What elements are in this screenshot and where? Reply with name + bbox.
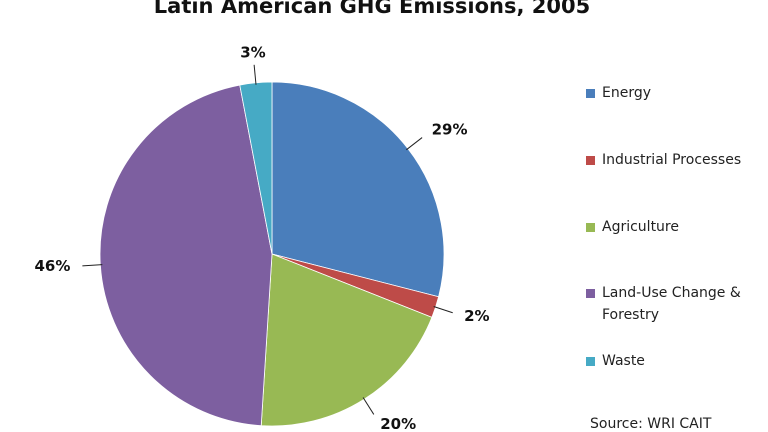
legend-label: Industrial Processes bbox=[602, 152, 742, 168]
legend-entry: Land-Use Change & Forestry bbox=[586, 282, 766, 326]
legend-label: Waste bbox=[602, 353, 645, 369]
pie-slice bbox=[99, 84, 273, 427]
legend-label: Land-Use Change & Forestry bbox=[602, 285, 741, 323]
leader-line bbox=[253, 64, 257, 85]
legend-swatch bbox=[586, 223, 595, 232]
legend-entry: Industrial Processes bbox=[586, 149, 766, 171]
legend-entry: Agriculture bbox=[586, 216, 766, 238]
value-label: 3% bbox=[240, 43, 265, 61]
legend-label: Energy bbox=[602, 85, 652, 101]
legend-label: Agriculture bbox=[602, 219, 679, 235]
chart-title: Latin American GHG Emissions, 2005 bbox=[154, 0, 590, 18]
legend-entry: Energy bbox=[586, 82, 766, 104]
leader-line bbox=[82, 264, 103, 267]
source-note: Source: WRI CAIT bbox=[590, 416, 712, 432]
legend-entry: Waste bbox=[586, 350, 766, 372]
value-label: 20% bbox=[380, 415, 416, 432]
value-label: 29% bbox=[432, 121, 468, 139]
legend-swatch bbox=[586, 357, 595, 366]
legend-swatch bbox=[586, 89, 595, 98]
value-label: 2% bbox=[464, 307, 489, 325]
legend-swatch bbox=[586, 289, 595, 298]
value-label: 46% bbox=[34, 257, 70, 275]
leader-line bbox=[406, 137, 423, 151]
leader-line bbox=[433, 306, 453, 314]
legend-swatch bbox=[586, 156, 595, 165]
leader-line bbox=[362, 397, 375, 415]
